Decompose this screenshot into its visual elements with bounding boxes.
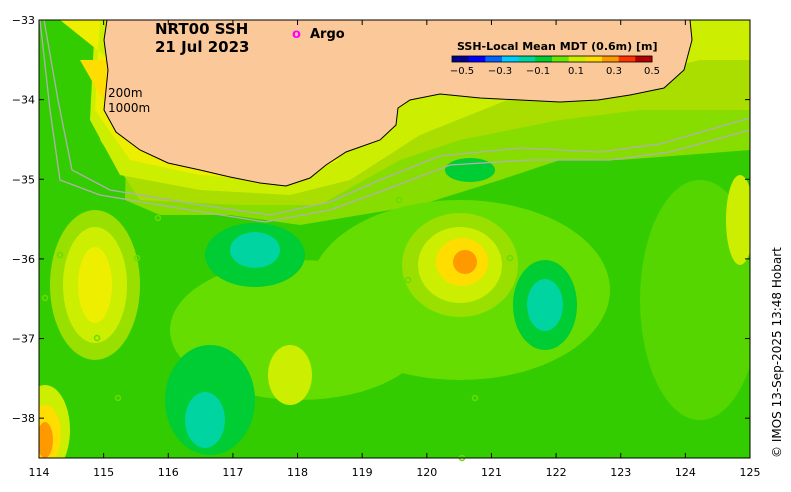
colorbar-tick-label: 0.1 [568, 66, 584, 77]
colorbar-swatch [468, 56, 486, 62]
x-tick-label: 125 [740, 466, 761, 479]
colorbar-swatch [602, 56, 620, 62]
colorbar-swatch [502, 56, 520, 62]
colorbar-ticks: −0.5 −0.3 −0.1 0.1 0.3 0.5 [450, 66, 660, 77]
colorbar-tick-label: −0.5 [450, 66, 474, 77]
colorbar-swatches [452, 56, 653, 62]
x-tick-label: 115 [93, 466, 114, 479]
x-tick-label: 120 [416, 466, 437, 479]
colorbar-swatch [618, 56, 636, 62]
colorbar-tick-label: −0.3 [488, 66, 512, 77]
map-title-line1: NRT00 SSH [155, 20, 248, 38]
y-axis: −33 −34 −35 −36 −37 −38 [12, 14, 750, 425]
map-title-line2: 21 Jul 2023 [155, 38, 249, 56]
colorbar: SSH-Local Mean MDT (0.6m) [m] −0.5 −0.3 −0… [450, 40, 660, 77]
argo-marker-icon: o [292, 27, 301, 42]
isobath-200m-label: 200m [108, 86, 143, 100]
x-tick-label: 117 [222, 466, 243, 479]
isobath-200m [43, 19, 751, 216]
isobath-1000m [39, 19, 751, 223]
x-tick-label: 122 [546, 466, 567, 479]
plot-frame [38, 19, 751, 459]
colorbar-tick-label: 0.5 [644, 66, 660, 77]
x-tick-label: 118 [287, 466, 308, 479]
y-tick-label: −38 [12, 412, 35, 425]
y-tick-label: −37 [12, 333, 35, 346]
isobath-1000m-label: 1000m [108, 101, 150, 115]
x-tick-label: 124 [675, 466, 696, 479]
x-tick-label: 116 [158, 466, 179, 479]
argo-legend-label: Argo [310, 27, 345, 42]
x-tick-label: 119 [352, 466, 373, 479]
y-tick-label: −35 [12, 173, 35, 186]
credit-text: © IMOS 13-Sep-2025 13:48 Hobart [770, 247, 784, 458]
x-tick-label: 121 [481, 466, 502, 479]
x-tick-label: 114 [29, 466, 50, 479]
colorbar-swatch [452, 56, 470, 62]
y-tick-label: −36 [12, 253, 35, 266]
x-tick-label: 123 [610, 466, 631, 479]
colorbar-swatch [518, 56, 536, 62]
colorbar-swatch [485, 56, 503, 62]
y-tick-label: −34 [12, 94, 35, 107]
colorbar-swatch [585, 56, 603, 62]
colorbar-title: SSH-Local Mean MDT (0.6m) [m] [457, 40, 657, 53]
y-tick-label: −33 [12, 14, 35, 27]
colorbar-tick-label: −0.1 [526, 66, 550, 77]
x-axis: 114 115 116 117 118 119 120 121 122 123 124 125 [29, 20, 761, 479]
colorbar-swatch [552, 56, 570, 62]
colorbar-swatch [635, 56, 653, 62]
colorbar-swatch [535, 56, 553, 62]
colorbar-swatch [568, 56, 586, 62]
colorbar-tick-label: 0.3 [606, 66, 622, 77]
